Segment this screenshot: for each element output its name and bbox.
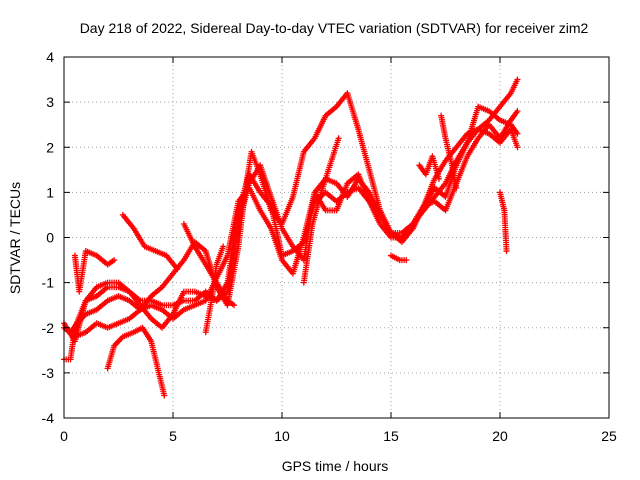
y-axis-label: SDTVAR / TECUs xyxy=(7,182,23,294)
x-axis-label: GPS time / hours xyxy=(282,458,389,474)
x-tick-label: 0 xyxy=(60,428,68,444)
x-tick-label: 20 xyxy=(492,428,508,444)
y-tick-label: -1 xyxy=(42,275,55,291)
data-point xyxy=(161,392,168,399)
data-point xyxy=(403,257,410,264)
data-point xyxy=(514,130,521,137)
data-point xyxy=(335,135,342,142)
data-point xyxy=(514,144,521,151)
data-point xyxy=(220,243,227,250)
x-tick-label: 15 xyxy=(383,428,399,444)
y-tick-label: 0 xyxy=(46,230,54,246)
grid-lines xyxy=(64,57,609,418)
data-point xyxy=(435,175,442,182)
x-tick-label: 10 xyxy=(274,428,290,444)
data-point xyxy=(453,184,460,191)
data-point xyxy=(231,302,238,309)
y-tick-label: -3 xyxy=(42,365,55,381)
data-point xyxy=(514,76,521,83)
y-tick-label: 3 xyxy=(46,94,54,110)
axis-ticks: 0 5 10 15 20 25 -4 -3 -2 -1 0 1 2 3 4 xyxy=(42,49,617,444)
chart-title: Day 218 of 2022, Sidereal Day-to-day VTE… xyxy=(80,20,589,36)
data-markers xyxy=(61,76,521,399)
y-tick-label: 2 xyxy=(46,139,54,155)
y-tick-label: -4 xyxy=(42,410,55,426)
data-point xyxy=(111,257,118,264)
y-tick-label: -2 xyxy=(42,320,55,336)
y-tick-label: 1 xyxy=(46,184,54,200)
data-point xyxy=(514,108,521,115)
x-tick-label: 25 xyxy=(601,428,617,444)
y-tick-label: 4 xyxy=(46,49,54,65)
data-point xyxy=(174,266,181,273)
x-tick-label: 5 xyxy=(169,428,177,444)
data-point xyxy=(503,248,510,255)
